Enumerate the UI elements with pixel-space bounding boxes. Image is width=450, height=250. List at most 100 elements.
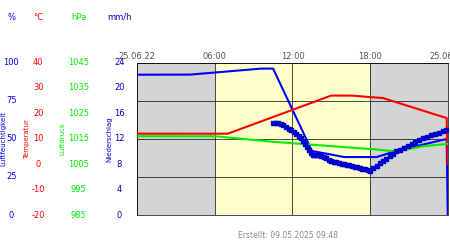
Point xyxy=(305,148,312,152)
Point xyxy=(354,165,361,169)
Point xyxy=(431,132,438,136)
Text: 4: 4 xyxy=(117,185,122,194)
Point xyxy=(370,166,377,170)
Bar xyxy=(137,62,215,215)
Text: °C: °C xyxy=(33,13,43,22)
Point xyxy=(443,128,450,132)
Point xyxy=(423,135,431,139)
Text: -10: -10 xyxy=(32,185,45,194)
Point xyxy=(325,158,332,162)
Point xyxy=(317,154,324,158)
Text: 10: 10 xyxy=(33,134,44,143)
Point xyxy=(343,163,351,167)
Text: Niederschlag: Niederschlag xyxy=(107,116,113,162)
Point xyxy=(382,156,390,160)
Text: 75: 75 xyxy=(6,96,17,105)
Point xyxy=(419,136,427,140)
Point xyxy=(346,164,353,168)
Text: Erstellt: 09.05.2025 09:48: Erstellt: 09.05.2025 09:48 xyxy=(238,231,338,240)
Point xyxy=(285,127,292,131)
Text: 0: 0 xyxy=(36,160,41,169)
Point xyxy=(351,165,358,169)
Point xyxy=(301,142,308,146)
Point xyxy=(376,161,383,165)
Text: 1045: 1045 xyxy=(68,58,89,67)
Bar xyxy=(370,62,448,215)
Point xyxy=(274,121,282,125)
Text: 12: 12 xyxy=(114,134,125,143)
Point xyxy=(392,150,400,154)
Point xyxy=(338,162,345,166)
Point xyxy=(356,166,363,170)
Text: 20: 20 xyxy=(114,84,125,92)
Point xyxy=(330,160,338,164)
Text: hPa: hPa xyxy=(71,13,86,22)
Text: %: % xyxy=(7,13,15,22)
Point xyxy=(348,164,356,168)
Text: 20: 20 xyxy=(33,109,44,118)
Point xyxy=(320,155,327,159)
Text: 1015: 1015 xyxy=(68,134,89,143)
Point xyxy=(412,140,419,144)
Point xyxy=(335,161,342,165)
Text: Luftdruck: Luftdruck xyxy=(59,122,65,155)
Point xyxy=(323,156,330,160)
Point xyxy=(333,160,340,164)
Point xyxy=(283,125,290,129)
Point xyxy=(396,148,404,152)
Text: 1005: 1005 xyxy=(68,160,89,169)
Point xyxy=(439,129,446,133)
Point xyxy=(428,134,435,138)
Text: 1025: 1025 xyxy=(68,109,89,118)
Point xyxy=(408,142,415,146)
Text: 30: 30 xyxy=(33,84,44,92)
Point xyxy=(307,151,314,155)
Text: mm/h: mm/h xyxy=(107,13,131,22)
Point xyxy=(297,136,305,140)
Point xyxy=(373,164,380,168)
Point xyxy=(389,152,396,156)
Text: 25: 25 xyxy=(6,172,17,182)
Point xyxy=(311,153,318,157)
Point xyxy=(280,124,287,128)
Text: 0: 0 xyxy=(117,210,122,220)
Point xyxy=(435,130,442,134)
Point xyxy=(404,144,411,148)
Point xyxy=(303,145,310,149)
Point xyxy=(270,121,277,125)
Point xyxy=(288,128,295,132)
Point xyxy=(277,122,284,126)
Text: 1035: 1035 xyxy=(68,84,89,92)
Text: 50: 50 xyxy=(6,134,17,143)
Point xyxy=(293,132,300,136)
Text: Luftfeuchtigkeit: Luftfeuchtigkeit xyxy=(0,111,7,166)
Point xyxy=(315,153,322,157)
Point xyxy=(341,162,348,166)
Text: 8: 8 xyxy=(117,160,122,169)
Point xyxy=(295,134,302,138)
Point xyxy=(359,166,366,170)
Point xyxy=(379,159,387,163)
Text: -20: -20 xyxy=(32,210,45,220)
Point xyxy=(328,159,335,163)
Text: Temperatur: Temperatur xyxy=(24,119,30,159)
Point xyxy=(366,168,373,172)
Bar xyxy=(215,62,370,215)
Point xyxy=(400,146,407,150)
Text: 40: 40 xyxy=(33,58,44,67)
Point xyxy=(309,153,316,157)
Text: 995: 995 xyxy=(71,185,86,194)
Point xyxy=(364,168,371,172)
Text: 985: 985 xyxy=(71,210,87,220)
Text: 16: 16 xyxy=(114,109,125,118)
Point xyxy=(313,153,320,157)
Point xyxy=(299,139,306,143)
Text: 0: 0 xyxy=(9,210,14,220)
Text: 100: 100 xyxy=(4,58,19,67)
Text: 24: 24 xyxy=(114,58,125,67)
Point xyxy=(386,154,393,158)
Point xyxy=(361,167,369,171)
Point xyxy=(290,130,297,134)
Point xyxy=(416,138,423,142)
Point xyxy=(272,121,279,125)
